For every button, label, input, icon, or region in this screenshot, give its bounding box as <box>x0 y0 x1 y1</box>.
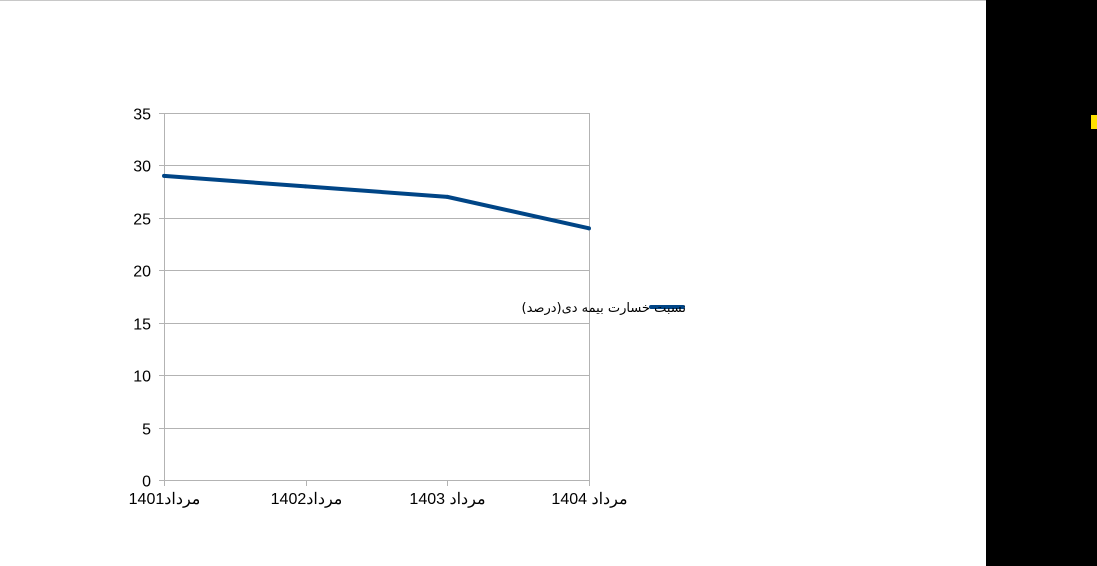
top-border <box>0 0 986 1</box>
y-tick-label: 30 <box>133 159 151 176</box>
data-point <box>162 173 166 178</box>
y-tick-label: 25 <box>133 212 151 229</box>
y-tick-label: 0 <box>142 474 151 491</box>
data-point <box>303 184 308 189</box>
axes <box>159 113 590 486</box>
x-tick-label: مرداد 1404 <box>551 491 627 508</box>
y-axis-ticks: 0 5 10 15 20 25 30 35 <box>133 107 151 491</box>
y-tick-label: 5 <box>142 422 151 439</box>
series <box>162 173 591 231</box>
right-side-panel <box>986 0 1097 566</box>
x-tick-label: مرداد1401 <box>129 491 201 508</box>
y-tick-label: 20 <box>133 264 151 281</box>
gridlines <box>164 113 589 481</box>
legend-label: نسبت خسارت بیمه دی(درصد) <box>522 301 686 316</box>
y-tick-label: 35 <box>133 107 151 124</box>
x-axis-ticks: مرداد1401 مرداد1402 مرداد 1403 مرداد 1404 <box>129 491 628 508</box>
legend: نسبت خسارت بیمه دی(درصد) <box>522 301 686 316</box>
y-tick-label: 15 <box>133 317 151 334</box>
x-tick-label: مرداد1402 <box>271 491 343 508</box>
series-line <box>163 173 590 231</box>
y-tick-label: 10 <box>133 369 151 386</box>
data-point <box>587 226 591 231</box>
x-tick-label: مرداد 1403 <box>409 491 485 508</box>
yellow-marker <box>1091 115 1097 129</box>
data-point <box>445 194 450 199</box>
line-chart: 0 5 10 15 20 25 30 35 مرداد1401 مرداد1402 مرداد 1… <box>129 107 686 509</box>
